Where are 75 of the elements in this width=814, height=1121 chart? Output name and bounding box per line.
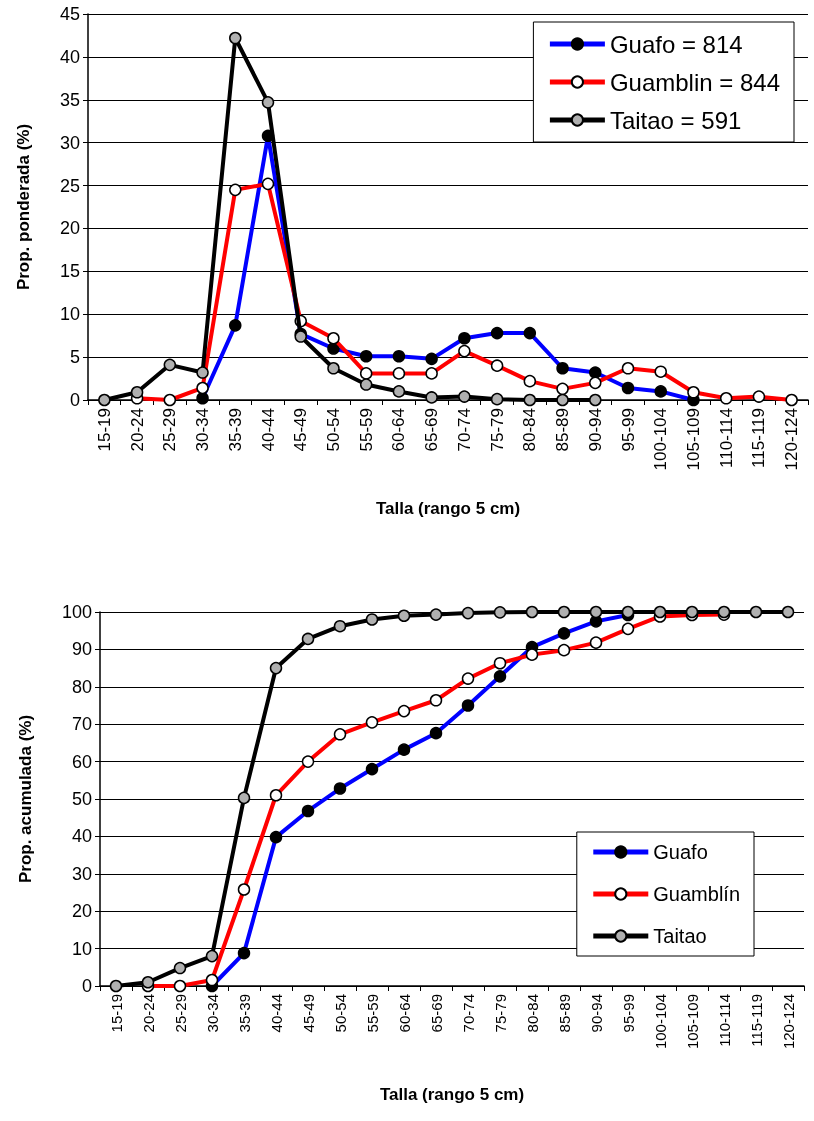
x-tick-label: 90-94 bbox=[587, 994, 605, 1033]
y-tick-label: 10 bbox=[71, 938, 92, 959]
x-tick-label: 55-59 bbox=[356, 408, 376, 452]
x-tick-label: 45-49 bbox=[299, 994, 317, 1033]
legend-label: Taitao bbox=[653, 925, 707, 947]
y-tick-label: 100 bbox=[61, 602, 92, 622]
x-tick-label: 30-34 bbox=[193, 408, 213, 452]
x-tick-label: 65-69 bbox=[427, 994, 445, 1033]
x-tick-label: 35-39 bbox=[225, 408, 245, 452]
x-tick-label: 80-84 bbox=[520, 408, 540, 452]
x-tick-label: 15-19 bbox=[94, 408, 114, 452]
y-tick-label: 90 bbox=[71, 639, 92, 660]
legend-label: Guafo bbox=[653, 841, 708, 863]
y-tick-label: 20 bbox=[59, 218, 80, 239]
x-axis-title: Talla (rango 5 cm) bbox=[379, 1085, 525, 1104]
y-tick-label: 20 bbox=[71, 901, 92, 922]
x-tick-label: 110-114 bbox=[715, 994, 733, 1047]
x-tick-label: 70-74 bbox=[459, 994, 477, 1033]
y-tick-label: 0 bbox=[69, 390, 80, 410]
y-tick-label: 40 bbox=[59, 46, 80, 67]
x-tick-label: 115-119 bbox=[749, 408, 769, 468]
x-tick-label: 85-89 bbox=[553, 408, 573, 452]
x-tick-label: 75-79 bbox=[487, 408, 507, 452]
x-tick-label: 105-109 bbox=[683, 408, 703, 471]
y-tick-label: 25 bbox=[59, 175, 80, 196]
y-axis-title: Prop. acumulada (%) bbox=[16, 714, 35, 884]
y-tick-label: 70 bbox=[71, 714, 92, 735]
x-tick-label: 30-34 bbox=[203, 994, 221, 1033]
x-tick-label: 85-89 bbox=[555, 994, 573, 1033]
x-tick-label: 120-124 bbox=[782, 408, 802, 471]
x-tick-label: 25-29 bbox=[160, 408, 180, 452]
x-tick-label: 60-64 bbox=[389, 408, 409, 452]
x-tick-label: 80-84 bbox=[523, 994, 541, 1033]
x-tick-label: 20-24 bbox=[127, 408, 147, 452]
y-tick-label: 50 bbox=[71, 789, 92, 809]
x-tick-label: 55-59 bbox=[363, 994, 381, 1033]
x-tick-label: 100-104 bbox=[651, 994, 669, 1050]
x-tick-label: 95-99 bbox=[619, 994, 637, 1033]
x-tick-label: 95-99 bbox=[618, 408, 638, 452]
legend-label: Taitao = 591 bbox=[609, 106, 742, 134]
y-axis-title: Prop. ponderada (%) bbox=[14, 123, 33, 291]
legend-label: Guafo = 814 bbox=[609, 30, 743, 58]
y-tick-label: 30 bbox=[71, 863, 92, 884]
x-tick-label: 40-44 bbox=[267, 994, 285, 1033]
x-tick-label: 35-39 bbox=[235, 994, 253, 1033]
y-tick-label: 35 bbox=[59, 89, 80, 110]
y-tick-label: 45 bbox=[59, 4, 80, 24]
x-tick-label: 25-29 bbox=[171, 994, 189, 1033]
y-tick-label: 0 bbox=[81, 976, 92, 996]
x-tick-label: 20-24 bbox=[139, 994, 157, 1033]
x-tick-label: 40-44 bbox=[258, 408, 278, 452]
x-tick-label: 120-124 bbox=[779, 994, 797, 1050]
y-tick-label: 80 bbox=[71, 676, 92, 697]
x-tick-label: 105-109 bbox=[683, 994, 701, 1050]
x-tick-label: 115-119 bbox=[747, 994, 765, 1047]
x-tick-label: 90-94 bbox=[585, 408, 605, 452]
y-tick-label: 60 bbox=[71, 751, 92, 772]
x-tick-label: 100-104 bbox=[651, 408, 671, 471]
x-tick-label: 65-69 bbox=[422, 408, 442, 452]
y-tick-label: 10 bbox=[59, 304, 80, 325]
x-axis-title: Talla (rango 5 cm) bbox=[375, 499, 521, 518]
x-tick-label: 75-79 bbox=[491, 994, 509, 1033]
x-tick-label: 45-49 bbox=[291, 408, 311, 452]
x-tick-label: 70-74 bbox=[454, 408, 474, 452]
x-tick-label: 110-114 bbox=[716, 408, 736, 468]
legend-label: Guamblin = 844 bbox=[609, 68, 780, 96]
legend-label: Guamblín bbox=[653, 883, 741, 905]
x-tick-label: 50-54 bbox=[331, 994, 349, 1033]
y-tick-label: 30 bbox=[59, 132, 80, 153]
x-tick-label: 60-64 bbox=[395, 994, 413, 1033]
x-tick-label: 50-54 bbox=[323, 408, 343, 452]
x-tick-label: 15-19 bbox=[107, 994, 125, 1033]
y-tick-label: 5 bbox=[69, 347, 80, 368]
y-tick-label: 40 bbox=[71, 826, 92, 847]
y-tick-label: 15 bbox=[59, 261, 80, 282]
